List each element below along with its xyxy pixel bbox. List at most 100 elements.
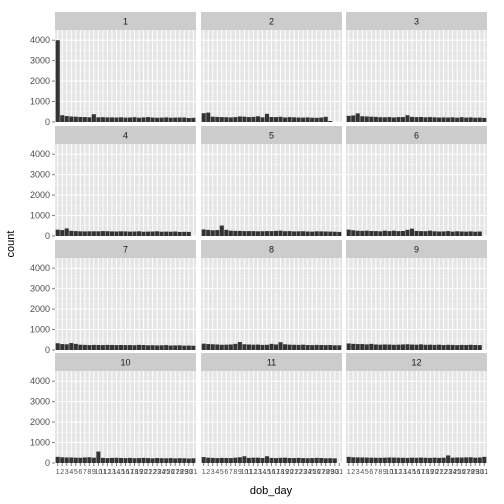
bar [296,117,301,122]
x-tick-label: 18 [277,469,285,476]
bar [382,117,387,122]
bar [405,229,410,236]
bar [73,231,78,236]
facet-strip [346,240,487,258]
bar [387,457,392,463]
bar [69,457,74,463]
bar [255,344,260,350]
bar [260,117,265,122]
bar [137,231,142,236]
y-tick-label: 0 [45,117,50,127]
y-tick-label: 2000 [30,190,50,200]
x-tick-label: 3 [356,469,360,476]
bar [164,231,169,236]
bar [210,230,215,236]
bar [69,230,74,236]
bar [296,457,301,463]
bar [428,230,433,236]
x-tick-label: 20 [140,469,148,476]
facet-strip [55,353,196,371]
x-tick-label: 6 [78,469,82,476]
bar [114,457,119,463]
y-tick-label: 3000 [30,170,50,180]
bar [87,345,92,350]
y-tick-label: 0 [45,231,50,241]
facet-panel-8: 8 [201,240,342,351]
bar [150,117,155,122]
bar [323,231,328,236]
bar [414,117,419,122]
bar [314,231,319,236]
bar [450,457,455,463]
bar [346,115,351,122]
bar [246,457,251,463]
x-tick-label: 12 [104,469,112,476]
bar [242,231,247,236]
facet-strip [55,126,196,144]
bar [269,343,274,350]
bar [323,458,328,463]
bar [287,457,292,463]
x-tick-label: 13 [108,469,116,476]
bar [446,455,451,463]
bar [414,457,419,463]
bar [224,117,229,122]
bar [127,457,133,463]
bar [191,345,196,350]
bar [182,231,187,236]
bar [201,457,206,463]
bar [186,458,191,463]
bar [182,458,187,463]
bar [310,345,315,350]
bar [369,116,374,122]
bar [310,231,315,236]
bar [255,457,260,463]
bar [351,230,356,236]
facet-strip-label: 4 [123,131,128,141]
bar [127,345,133,350]
bar [82,117,87,122]
bar [155,345,160,350]
x-tick-label: 26 [458,469,466,476]
facet-strip-label: 10 [120,358,130,368]
bar [296,231,301,236]
bar [432,117,437,122]
bar [246,117,251,122]
bar [387,344,392,350]
bar [114,345,119,350]
bar [141,457,146,463]
bar [255,116,260,122]
bar [224,344,229,350]
x-tick-label: 30 [331,469,339,476]
bar [191,117,196,122]
bar [459,344,464,350]
bar [123,458,128,463]
bar [351,457,356,463]
bar [242,116,247,122]
bar [464,457,469,463]
x-tick-label: 31 [189,469,197,476]
bar [260,231,265,236]
x-tick-label: 18 [131,469,139,476]
bar [264,113,270,122]
bar [382,457,387,463]
bar [87,117,92,122]
bar [159,117,164,122]
bar [105,231,110,236]
bar [441,457,446,463]
bar [459,457,464,463]
x-tick-label: 21 [435,469,443,476]
x-tick-label: 18 [422,469,430,476]
x-tick-label: 8 [87,469,91,476]
x-tick-label: 30 [476,469,484,476]
bar [182,117,187,122]
y-tick-label: 4000 [30,35,50,45]
bar [278,230,283,236]
y-tick-label: 4000 [30,263,50,273]
bar [355,344,360,350]
bar [468,231,473,236]
facet-strip-label: 1 [123,17,128,27]
x-tick-label: 16 [413,469,421,476]
y-tick-label: 2000 [30,304,50,314]
bar [287,344,292,350]
